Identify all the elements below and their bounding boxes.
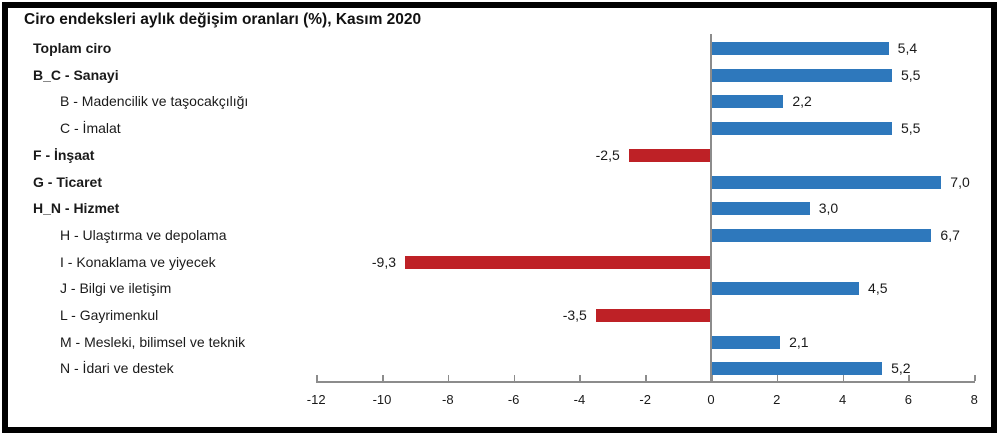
x-axis-tick-label: 4 [838, 392, 847, 407]
positive-bar [711, 68, 892, 82]
category-label: I - Konaklama ve yiyecek [60, 253, 216, 270]
x-axis-tick-label: -8 [442, 392, 454, 407]
bar-value-label: 2,1 [789, 333, 809, 350]
x-axis-tick-label: -2 [639, 392, 651, 407]
x-axis-tick [908, 375, 910, 381]
x-axis-tick-label: 8 [970, 392, 978, 407]
bar-value-label: 4,5 [868, 280, 888, 297]
bar-value-label: 5,2 [891, 360, 911, 377]
x-axis-tick [447, 375, 450, 381]
x-axis-tick [974, 375, 976, 381]
positive-bar [711, 228, 932, 242]
bar-value-label: 3,0 [818, 200, 839, 217]
negative-bar [628, 148, 711, 162]
bar-value-label: 6,7 [940, 226, 960, 243]
category-label: N - İdari ve destek [60, 360, 174, 377]
positive-bar [711, 202, 810, 216]
positive-bar [711, 175, 942, 189]
x-axis-tick [776, 375, 779, 381]
chart-title: Ciro endeksleri aylık değişim oranları (… [24, 11, 422, 28]
positive-bar [711, 122, 892, 136]
category-label: L - Gayrimenkul [60, 307, 159, 323]
positive-bar [711, 362, 883, 376]
x-axis-tick-label: 2 [773, 392, 781, 407]
category-label: J - Bilgi ve iletişim [60, 280, 172, 297]
bar-value-label: -9,3 [371, 253, 397, 270]
x-axis-tick-label: -12 [306, 392, 326, 407]
positive-bar [711, 42, 889, 55]
x-axis-tick [579, 375, 581, 381]
positive-bar [711, 282, 860, 296]
negative-bar [405, 255, 711, 269]
bar-value-label: 5,4 [897, 40, 918, 56]
x-axis-tick [842, 375, 845, 381]
x-axis-tick [645, 375, 647, 381]
negative-bar [595, 309, 711, 322]
x-axis-tick [382, 375, 384, 381]
positive-bar [711, 335, 781, 349]
category-label: F - İnşaat [33, 146, 95, 163]
category-label: B - Madencilik ve taşocakçılığı [60, 93, 249, 110]
category-label: C - İmalat [60, 120, 121, 137]
bar-value-label: -3,5 [562, 307, 587, 323]
x-axis-tick [513, 375, 516, 381]
category-label: B_C - Sanayi [33, 66, 119, 83]
bar-value-label: 5,5 [900, 66, 921, 83]
bar-value-label: 2,2 [792, 93, 812, 110]
x-axis-tick [316, 375, 318, 381]
category-label: Toplam ciro [33, 40, 112, 56]
x-axis-tick-label: -4 [573, 392, 586, 407]
positive-bar [711, 95, 784, 109]
x-axis-tick-label: -6 [507, 392, 520, 407]
x-axis-tick [711, 375, 713, 381]
x-axis-tick-label: 0 [707, 392, 715, 407]
category-label: H - Ulaştırma ve depolama [60, 226, 227, 243]
x-axis-tick-label: -10 [372, 392, 392, 407]
bar-value-label: 5,5 [900, 120, 921, 137]
bar-value-label: -2,5 [595, 146, 620, 163]
x-axis-tick-label: 6 [904, 392, 912, 407]
zero-baseline [710, 34, 712, 381]
bar-value-label: 7,0 [950, 173, 970, 190]
x-axis-line [316, 381, 975, 383]
category-label: M - Mesleki, bilimsel ve teknik [60, 333, 246, 350]
category-label: G - Ticaret [33, 173, 102, 190]
category-label: H_N - Hizmet [33, 200, 120, 217]
